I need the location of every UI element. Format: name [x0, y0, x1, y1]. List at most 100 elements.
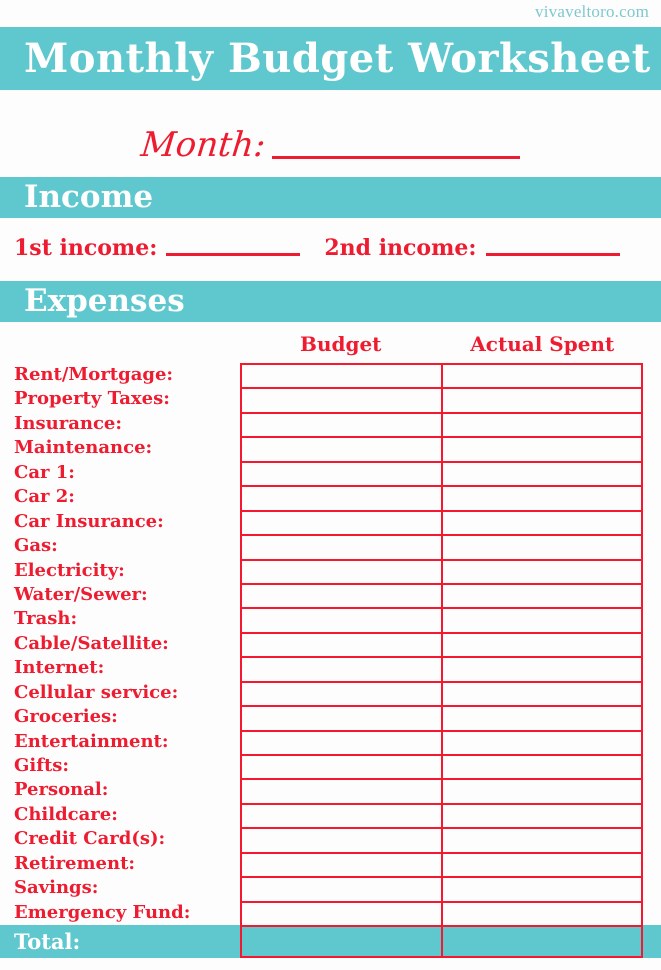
- total-actual-cell[interactable]: [443, 927, 642, 956]
- expense-budget-cell[interactable]: [242, 609, 443, 632]
- expense-budget-cell[interactable]: [242, 536, 443, 559]
- expense-budget-cell[interactable]: [242, 853, 443, 877]
- first-income-input-blank[interactable]: [166, 252, 301, 256]
- expenses-rows: Rent/Mortgage: Property Taxes: Insurance: M…: [0, 363, 661, 928]
- month-field-row: Month:: [0, 112, 661, 165]
- expense-row: Gas:: [0, 534, 661, 559]
- expense-label: Savings:: [14, 877, 99, 899]
- expense-cells: [240, 705, 643, 730]
- second-income-input-blank[interactable]: [485, 252, 620, 256]
- expense-budget-cell[interactable]: [242, 804, 443, 828]
- expense-cells: [240, 876, 643, 901]
- month-input-blank[interactable]: [271, 155, 520, 159]
- expense-row: Property Taxes:: [0, 387, 661, 412]
- expense-row: Internet:: [0, 656, 661, 681]
- expense-actual-cell[interactable]: [443, 903, 642, 925]
- expense-budget-cell[interactable]: [242, 511, 443, 535]
- expense-budget-cell[interactable]: [242, 902, 443, 926]
- expense-actual-cell[interactable]: [443, 732, 642, 754]
- expense-actual-cell[interactable]: [443, 878, 642, 900]
- site-watermark: vivaveltoro.com: [535, 2, 649, 21]
- expense-budget-cell[interactable]: [242, 756, 443, 779]
- month-label: Month:: [139, 125, 268, 165]
- expense-row: Personal:: [0, 778, 661, 803]
- expense-actual-cell[interactable]: [443, 414, 642, 436]
- expense-budget-cell[interactable]: [242, 438, 443, 461]
- expense-budget-cell[interactable]: [242, 487, 443, 510]
- expense-cells: [240, 607, 643, 632]
- expense-cells: [240, 680, 643, 706]
- expense-label: Groceries:: [14, 706, 118, 728]
- first-income-field: 1st income:: [14, 237, 301, 259]
- total-budget-cell[interactable]: [242, 927, 443, 956]
- expense-actual-cell[interactable]: [443, 707, 642, 729]
- expense-cells: [240, 558, 643, 583]
- expense-actual-cell[interactable]: [443, 561, 642, 583]
- total-row-band: [0, 925, 661, 958]
- expense-actual-cell[interactable]: [443, 536, 642, 558]
- expense-actual-cell[interactable]: [443, 756, 642, 778]
- expense-actual-cell[interactable]: [443, 487, 642, 509]
- expense-budget-cell[interactable]: [242, 365, 443, 388]
- expense-budget-cell[interactable]: [242, 878, 443, 901]
- expense-actual-cell[interactable]: [443, 389, 642, 411]
- expense-label: Gifts:: [14, 755, 70, 776]
- expense-row: Car Insurance:: [0, 509, 661, 535]
- expense-label: Insurance:: [14, 412, 123, 434]
- expense-budget-cell[interactable]: [242, 682, 443, 706]
- expense-actual-cell[interactable]: [443, 463, 642, 485]
- expense-actual-cell[interactable]: [443, 438, 642, 460]
- income-section-title: Income: [24, 179, 154, 215]
- expense-budget-cell[interactable]: [242, 829, 443, 852]
- expense-label: Cellular service:: [14, 681, 179, 703]
- expense-row: Electricity:: [0, 558, 661, 583]
- expense-cells: [240, 485, 643, 510]
- expense-label: Emergency Fund:: [14, 901, 191, 923]
- income-fields-row: 1st income: 2nd income:: [0, 228, 661, 268]
- expense-label: Electricity:: [14, 559, 125, 581]
- expenses-section-banner: Expenses: [0, 281, 661, 322]
- expense-actual-cell[interactable]: [443, 780, 642, 802]
- expense-actual-cell[interactable]: [443, 609, 642, 631]
- second-income-field: 2nd income:: [324, 237, 620, 259]
- expense-label: Trash:: [14, 608, 78, 630]
- expense-row: Car 1:: [0, 460, 661, 486]
- expense-cells: [240, 802, 643, 828]
- expense-label: Water/Sewer:: [14, 583, 148, 605]
- expense-row: Emergency Fund:: [0, 900, 661, 926]
- expense-label: Gas:: [14, 535, 58, 557]
- expense-actual-cell[interactable]: [443, 512, 642, 534]
- expense-actual-cell[interactable]: [443, 805, 642, 827]
- expense-cells: [240, 582, 643, 608]
- expense-cells: [240, 436, 643, 461]
- expense-actual-cell[interactable]: [443, 854, 642, 876]
- expense-budget-cell[interactable]: [242, 658, 443, 681]
- expense-budget-cell[interactable]: [242, 462, 443, 486]
- expense-budget-cell[interactable]: [242, 560, 443, 583]
- expense-actual-cell[interactable]: [443, 658, 642, 680]
- expense-budget-cell[interactable]: [242, 780, 443, 803]
- expense-budget-cell[interactable]: [242, 584, 443, 608]
- expense-cells: [240, 827, 643, 852]
- expense-label: Childcare:: [14, 803, 118, 825]
- total-cells: [240, 925, 643, 958]
- expense-actual-cell[interactable]: [443, 365, 642, 387]
- expense-row: Savings:: [0, 876, 661, 901]
- expense-actual-cell[interactable]: [443, 585, 642, 607]
- title-banner: Monthly Budget Worksheet: [0, 27, 661, 90]
- expense-actual-cell[interactable]: [443, 829, 642, 851]
- expense-budget-cell[interactable]: [242, 413, 443, 437]
- expense-budget-cell[interactable]: [242, 633, 443, 657]
- expense-label: Car Insurance:: [14, 510, 164, 532]
- expense-budget-cell[interactable]: [242, 389, 443, 412]
- expense-budget-cell[interactable]: [242, 731, 443, 754]
- expense-label: Entertainment:: [14, 730, 169, 752]
- expense-row: Trash:: [0, 607, 661, 632]
- expense-row: Insurance:: [0, 411, 661, 437]
- expense-label: Rent/Mortgage:: [14, 364, 174, 385]
- expense-actual-cell[interactable]: [443, 634, 642, 656]
- expense-row: Water/Sewer:: [0, 582, 661, 608]
- expense-actual-cell[interactable]: [443, 683, 642, 705]
- expense-budget-cell[interactable]: [242, 707, 443, 730]
